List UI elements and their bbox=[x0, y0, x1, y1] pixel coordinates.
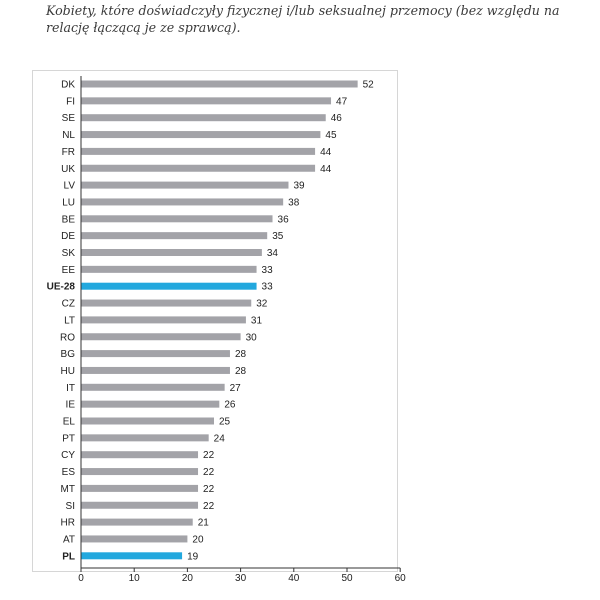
bar-dk bbox=[81, 80, 358, 88]
category-label: PL bbox=[62, 551, 75, 562]
value-label: 34 bbox=[267, 248, 279, 259]
x-tick-label: 10 bbox=[129, 573, 141, 584]
value-label: 46 bbox=[331, 113, 343, 124]
bar-ue-28 bbox=[81, 282, 257, 290]
value-label: 36 bbox=[278, 214, 290, 225]
category-label: PT bbox=[62, 433, 75, 444]
value-label: 38 bbox=[288, 197, 300, 208]
value-label: 33 bbox=[262, 265, 274, 276]
bar-ee bbox=[81, 265, 257, 273]
bar-ie bbox=[81, 400, 220, 408]
value-label: 39 bbox=[293, 181, 305, 192]
bar-uk bbox=[81, 164, 316, 172]
value-label: 32 bbox=[256, 299, 268, 310]
value-label: 20 bbox=[192, 534, 204, 545]
bar-es bbox=[81, 468, 199, 476]
value-label: 47 bbox=[336, 96, 348, 107]
value-label: 52 bbox=[363, 80, 375, 91]
value-label: 31 bbox=[251, 315, 263, 326]
bar-el bbox=[81, 417, 214, 425]
value-label: 28 bbox=[235, 366, 247, 377]
value-label: 22 bbox=[203, 484, 215, 495]
category-label: IT bbox=[66, 383, 75, 394]
bar-ro bbox=[81, 333, 241, 341]
value-label: 26 bbox=[224, 400, 236, 411]
x-tick-label: 20 bbox=[182, 573, 194, 584]
value-label: 44 bbox=[320, 147, 332, 158]
category-label: LV bbox=[64, 181, 76, 192]
category-label: RO bbox=[60, 332, 75, 343]
bar-sk bbox=[81, 249, 262, 256]
value-label: 30 bbox=[246, 332, 258, 343]
category-label: CZ bbox=[62, 299, 75, 310]
bar-mt bbox=[81, 484, 199, 492]
category-label: SK bbox=[62, 248, 76, 259]
value-label: 28 bbox=[235, 349, 247, 360]
category-label: CY bbox=[61, 450, 75, 461]
bar-lu bbox=[81, 198, 284, 206]
bar-nl bbox=[81, 131, 321, 139]
bar-cy bbox=[81, 451, 199, 459]
value-label: 24 bbox=[214, 433, 226, 444]
category-label: SE bbox=[62, 113, 76, 124]
bar-be bbox=[81, 215, 273, 223]
category-label: LT bbox=[64, 315, 75, 326]
bar-hr bbox=[81, 518, 193, 526]
value-label: 25 bbox=[219, 417, 231, 428]
category-label: IE bbox=[66, 400, 76, 411]
bar-lt bbox=[81, 316, 246, 324]
category-label: ES bbox=[62, 467, 76, 478]
value-label: 35 bbox=[272, 231, 284, 242]
x-tick-label: 60 bbox=[395, 573, 407, 584]
category-label: UE-28 bbox=[47, 282, 76, 293]
category-label: BG bbox=[61, 349, 76, 360]
category-label: DE bbox=[61, 231, 75, 242]
bar-it bbox=[81, 383, 225, 391]
category-label: SI bbox=[66, 501, 75, 512]
value-label: 44 bbox=[320, 164, 332, 175]
value-label: 22 bbox=[203, 450, 215, 461]
value-label: 22 bbox=[203, 501, 215, 512]
x-tick-label: 30 bbox=[235, 573, 247, 584]
bar-de bbox=[81, 232, 268, 240]
category-label: EL bbox=[63, 417, 76, 428]
category-label: NL bbox=[62, 130, 75, 141]
bar-at bbox=[81, 535, 188, 543]
bar-fr bbox=[81, 147, 316, 155]
value-label: 22 bbox=[203, 467, 215, 478]
category-label: FR bbox=[62, 147, 75, 158]
bar-hu bbox=[81, 366, 230, 374]
chart-title: Kobiety, które doświadczyły fizycznej i/… bbox=[46, 3, 560, 35]
bar-fi bbox=[81, 97, 332, 105]
bar-lv bbox=[81, 181, 289, 189]
category-label: HU bbox=[61, 366, 75, 377]
value-label: 45 bbox=[325, 130, 337, 141]
category-label: EE bbox=[62, 265, 76, 276]
x-tick-label: 40 bbox=[288, 573, 300, 584]
bar-bg bbox=[81, 350, 230, 358]
bar-se bbox=[81, 114, 326, 122]
category-label: HR bbox=[61, 518, 75, 529]
x-tick-label: 0 bbox=[78, 573, 84, 584]
value-label: 27 bbox=[230, 383, 242, 394]
category-label: DK bbox=[61, 80, 75, 91]
x-tick-label: 50 bbox=[341, 573, 353, 584]
category-label: FI bbox=[66, 96, 75, 107]
category-label: UK bbox=[61, 164, 75, 175]
chart-frame bbox=[32, 70, 398, 572]
category-label: AT bbox=[63, 534, 75, 545]
value-label: 33 bbox=[262, 282, 274, 293]
category-label: BE bbox=[62, 214, 76, 225]
value-label: 21 bbox=[198, 518, 210, 529]
value-label: 19 bbox=[187, 551, 199, 562]
category-label: LU bbox=[62, 197, 75, 208]
bar-pt bbox=[81, 434, 209, 442]
bar-cz bbox=[81, 299, 252, 307]
category-label: MT bbox=[61, 484, 75, 495]
bar-si bbox=[81, 501, 199, 509]
bar-pl bbox=[81, 552, 183, 560]
